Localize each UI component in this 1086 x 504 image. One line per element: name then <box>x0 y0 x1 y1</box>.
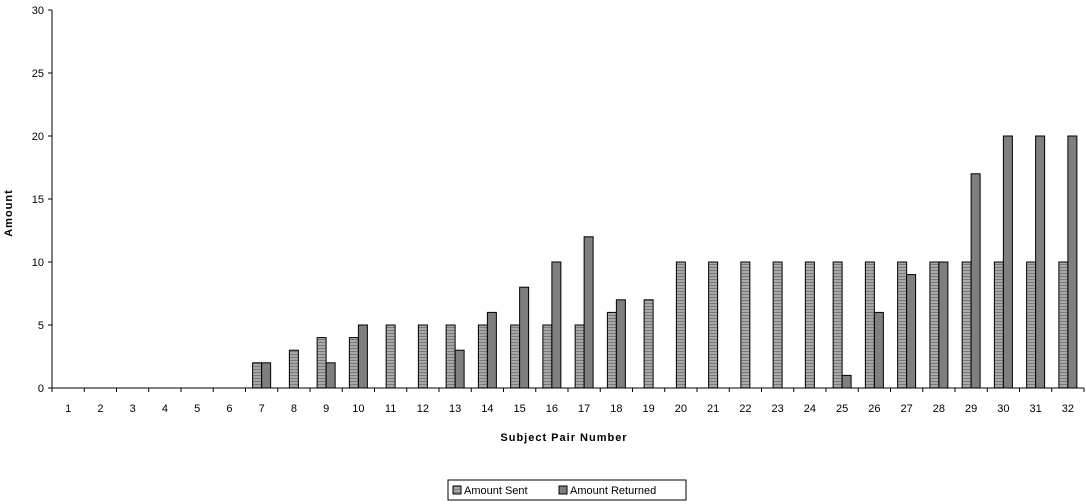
x-tick-label: 27 <box>901 403 913 415</box>
legend-swatch-sent <box>452 485 462 495</box>
x-tick-label: 29 <box>965 403 977 415</box>
bar-amount-returned <box>1002 135 1013 389</box>
bar-amount-sent <box>316 337 327 389</box>
x-tick-label: 22 <box>739 403 751 415</box>
x-tick-label: 28 <box>933 403 945 415</box>
x-tick-label: 31 <box>1030 403 1042 415</box>
bar-amount-returned <box>906 274 917 389</box>
y-tick-labels: 0 5 10 15 20 25 30 <box>32 5 44 395</box>
bar-amount-returned <box>1067 135 1078 389</box>
x-tick-labels: 1 2 3 4 5 6 7 8 9 10 11 12 13 14 15 16 17 18 19 20 21 22 23 24 2… <box>65 403 1074 415</box>
x-tick-label: 26 <box>868 403 880 415</box>
y-tick-label: 10 <box>32 257 44 269</box>
x-tick-label: 14 <box>481 403 493 415</box>
bar-amount-sent <box>385 324 396 389</box>
bar-amount-sent <box>961 261 972 389</box>
bar-amount-returned <box>261 362 272 389</box>
x-tick-label: 20 <box>675 403 687 415</box>
bar-amount-returned <box>486 311 497 389</box>
x-tick-label: 25 <box>836 403 848 415</box>
x-axis-title: Subject Pair Number <box>500 432 627 444</box>
legend: Amount Sent Amount Returned <box>447 479 687 501</box>
legend-label-sent: Amount Sent <box>464 485 528 497</box>
y-tick-label: 0 <box>38 383 44 395</box>
bar-amount-returned <box>519 286 530 389</box>
bar-amount-sent <box>708 261 719 389</box>
bar-amount-returned <box>615 299 626 389</box>
y-tick-label: 5 <box>38 320 44 332</box>
x-tick-label: 32 <box>1062 403 1074 415</box>
bar-amount-sent <box>643 299 654 389</box>
bar-amount-returned <box>583 236 594 389</box>
y-tick-label: 25 <box>32 68 44 80</box>
bar-amount-sent <box>675 261 686 389</box>
x-tick-label: 9 <box>323 403 329 415</box>
x-tick-label: 3 <box>130 403 136 415</box>
bar-amount-sent <box>445 324 456 389</box>
bar-amount-sent <box>740 261 751 389</box>
bar-amount-sent <box>897 261 908 389</box>
bar-amount-sent <box>1058 261 1069 389</box>
bar-amount-returned <box>551 261 562 389</box>
bar-amount-sent <box>417 324 428 389</box>
y-tick-label: 15 <box>32 194 44 206</box>
axes <box>48 9 1085 392</box>
bar-amount-sent <box>477 324 488 389</box>
bar-amount-returned <box>454 349 465 389</box>
bar-amount-returned <box>938 261 949 389</box>
bar-amount-sent <box>929 261 940 389</box>
x-tick-label: 1 <box>65 403 71 415</box>
bar-amount-sent <box>772 261 783 389</box>
x-tick-label: 13 <box>449 403 461 415</box>
bar-amount-returned <box>1035 135 1046 389</box>
bar-amount-returned <box>357 324 368 389</box>
x-tick-label: 6 <box>226 403 232 415</box>
bar-amount-returned <box>873 311 884 389</box>
bar-amount-sent <box>832 261 843 389</box>
x-tick-label: 17 <box>578 403 590 415</box>
x-tick-label: 19 <box>643 403 655 415</box>
x-tick-label: 16 <box>546 403 558 415</box>
bar-amount-sent <box>348 337 359 389</box>
x-tick-label: 15 <box>514 403 526 415</box>
x-tick-label: 30 <box>997 403 1009 415</box>
y-axis-title: Amount <box>3 189 15 237</box>
x-tick-label: 8 <box>291 403 297 415</box>
bar-amount-sent <box>542 324 553 389</box>
x-tick-label: 21 <box>707 403 719 415</box>
bar-amount-sent <box>252 362 263 389</box>
y-tick-label: 30 <box>32 5 44 17</box>
x-tick-label: 4 <box>162 403 168 415</box>
x-tick-label: 10 <box>352 403 364 415</box>
bar-amount-sent <box>993 261 1004 389</box>
x-tick-label: 7 <box>259 403 265 415</box>
x-tick-label: 2 <box>97 403 103 415</box>
x-tick-label: 23 <box>772 403 784 415</box>
x-tick-label: 11 <box>385 403 396 415</box>
bar-amount-returned <box>325 362 336 389</box>
bar-amount-sent <box>1026 261 1037 389</box>
x-tick-label: 24 <box>804 403 816 415</box>
bar-amount-sent <box>288 349 299 389</box>
bar-amount-returned <box>841 374 852 389</box>
bar-amount-sent <box>864 261 875 389</box>
y-tick-label: 20 <box>32 131 44 143</box>
x-tick-label: 12 <box>417 403 429 415</box>
legend-swatch-returned <box>558 485 568 495</box>
bars <box>252 135 1078 389</box>
x-tick-label: 5 <box>194 403 200 415</box>
legend-label-returned: Amount Returned <box>570 485 656 497</box>
x-tick-label: 18 <box>610 403 622 415</box>
bar-amount-sent <box>606 311 617 389</box>
bar-amount-sent <box>804 261 815 389</box>
bar-amount-returned <box>970 173 981 389</box>
bar-amount-sent <box>510 324 521 389</box>
bar-amount-sent <box>574 324 585 389</box>
